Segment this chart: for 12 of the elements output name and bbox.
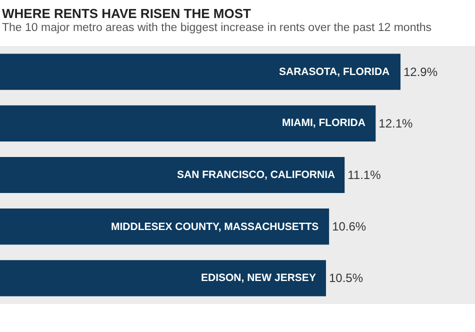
data-label: 10.5% xyxy=(328,271,364,286)
y-tick-label: SARASOTA, FLORIDA xyxy=(279,66,390,78)
y-tick-label: MIDDLESEX COUNTY, MASSACHUSETTS xyxy=(111,221,319,233)
y-tick-label: EDISON, NEW JERSEY xyxy=(201,272,316,284)
chart-title: WHERE RENTS HAVE RISEN THE MOST xyxy=(2,6,251,21)
data-label: 11.1% xyxy=(348,168,382,182)
data-label: 10.6% xyxy=(332,220,366,234)
chart-subtitle: The 10 major metro areas with the biggest increase in rents over the past 12 months xyxy=(2,22,432,34)
y-tick-label: MIAMI, FLORIDA xyxy=(282,117,366,129)
data-label: 12.9% xyxy=(403,64,438,79)
y-tick-label: SAN FRANCISCO, CALIFORNIA xyxy=(177,169,336,181)
data-label: 12.1% xyxy=(378,116,414,130)
